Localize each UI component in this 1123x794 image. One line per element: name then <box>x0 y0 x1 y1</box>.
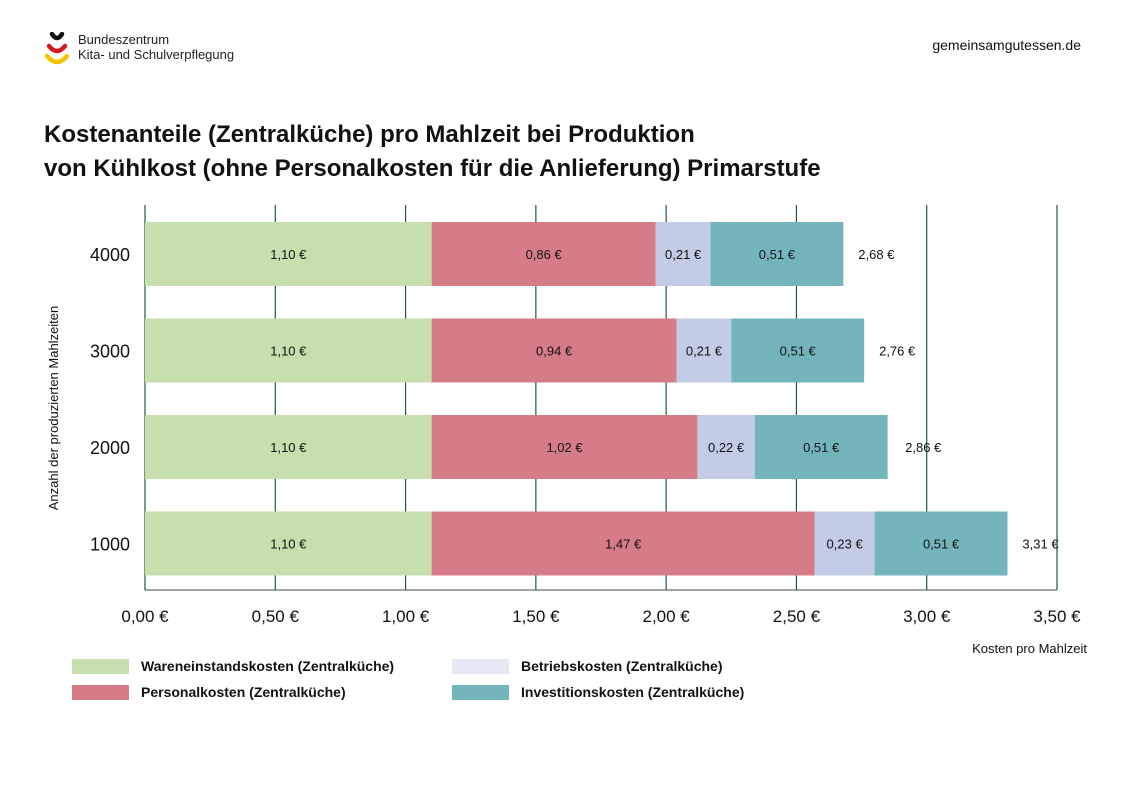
bar-segment <box>145 222 432 286</box>
data-label: 0,21 € <box>665 247 702 262</box>
data-label: 1,10 € <box>270 537 307 552</box>
bar-segment <box>874 511 1008 576</box>
y-axis-label: Anzahl der produzierten Mahlzeiten <box>46 306 61 511</box>
total-label: 2,76 € <box>879 344 916 359</box>
data-label: 1,47 € <box>605 537 642 552</box>
legend-swatch <box>452 685 509 700</box>
data-label: 0,94 € <box>536 344 573 359</box>
x-axis-label: Kosten pro Mahlzeit <box>972 641 1087 656</box>
y-tick-label: 1000 <box>90 535 130 555</box>
data-label: 0,51 € <box>803 440 840 455</box>
chart-title-line-1: Kostenanteile (Zentralküche) pro Mahlzei… <box>44 121 695 148</box>
legend-swatch <box>72 685 129 700</box>
bar-segment <box>431 511 815 576</box>
data-label: 0,86 € <box>526 247 563 262</box>
legend: Wareneinstandskosten (Zentralküche) Betr… <box>72 658 832 708</box>
chart-title: Kostenanteile (Zentralküche) pro Mahlzei… <box>44 118 1044 186</box>
x-tick-label: 3,00 € <box>903 607 951 626</box>
legend-swatch <box>452 659 509 674</box>
bar-segment <box>145 415 432 479</box>
legend-label: Betriebskosten (Zentralküche) <box>521 658 723 674</box>
data-label: 0,23 € <box>827 537 864 552</box>
chart-title-line-2: von Kühlkost (ohne Personalkosten für di… <box>44 155 821 182</box>
y-tick-label: 4000 <box>90 245 130 265</box>
y-tick-label: 3000 <box>90 342 130 362</box>
bar-segment <box>431 415 698 479</box>
total-label: 2,86 € <box>905 440 942 455</box>
data-label: 0,51 € <box>923 537 960 552</box>
bar-segment <box>814 511 875 576</box>
logo-line-2: Kita- und Schulverpflegung <box>78 47 235 62</box>
bar-segment <box>710 222 844 286</box>
logo-line-1: Bundeszentrum <box>78 32 170 47</box>
legend-label: Personalkosten (Zentralküche) <box>141 684 346 700</box>
data-label: 1,10 € <box>270 440 307 455</box>
bar-segment <box>655 222 711 286</box>
total-label: 3,31 € <box>1022 537 1059 552</box>
data-label: 0,21 € <box>686 344 723 359</box>
data-label: 0,51 € <box>780 344 817 359</box>
legend-label: Wareneinstandskosten (Zentralküche) <box>141 658 395 674</box>
bar-segment <box>697 415 755 479</box>
bar-segment <box>431 222 656 286</box>
x-tick-label: 0,50 € <box>252 607 300 626</box>
logo-mark-icon <box>44 32 70 65</box>
bar-segment <box>731 318 865 383</box>
data-label: 0,22 € <box>708 440 745 455</box>
bar-segment <box>754 415 888 479</box>
bar-segment <box>431 318 677 383</box>
legend-label: Investitionskosten (Zentralküche) <box>521 684 745 700</box>
x-tick-label: 1,00 € <box>382 607 430 626</box>
bar-segment <box>145 511 432 576</box>
data-label: 1,10 € <box>270 247 307 262</box>
logo-text: Bundeszentrum Kita- und Schulverpflegung <box>78 32 234 62</box>
x-tick-label: 2,50 € <box>773 607 821 626</box>
x-tick-label: 0,00 € <box>121 607 169 626</box>
x-tick-label: 3,50 € <box>1033 607 1081 626</box>
data-label: 0,51 € <box>759 247 796 262</box>
total-label: 2,68 € <box>858 247 895 262</box>
logo: Bundeszentrum Kita- und Schulverpflegung <box>44 32 254 68</box>
legend-swatch <box>72 659 129 674</box>
x-tick-label: 1,50 € <box>512 607 560 626</box>
bar-segment <box>676 318 732 383</box>
data-label: 1,10 € <box>270 344 307 359</box>
website-link[interactable]: gemeinsamgutessen.de <box>932 37 1081 53</box>
x-tick-label: 2,00 € <box>643 607 691 626</box>
bar-segment <box>145 318 432 383</box>
y-tick-label: 2000 <box>90 438 130 458</box>
data-label: 1,02 € <box>546 440 583 455</box>
